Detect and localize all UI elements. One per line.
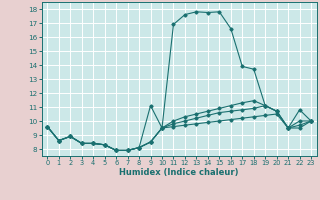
X-axis label: Humidex (Indice chaleur): Humidex (Indice chaleur)	[119, 168, 239, 177]
